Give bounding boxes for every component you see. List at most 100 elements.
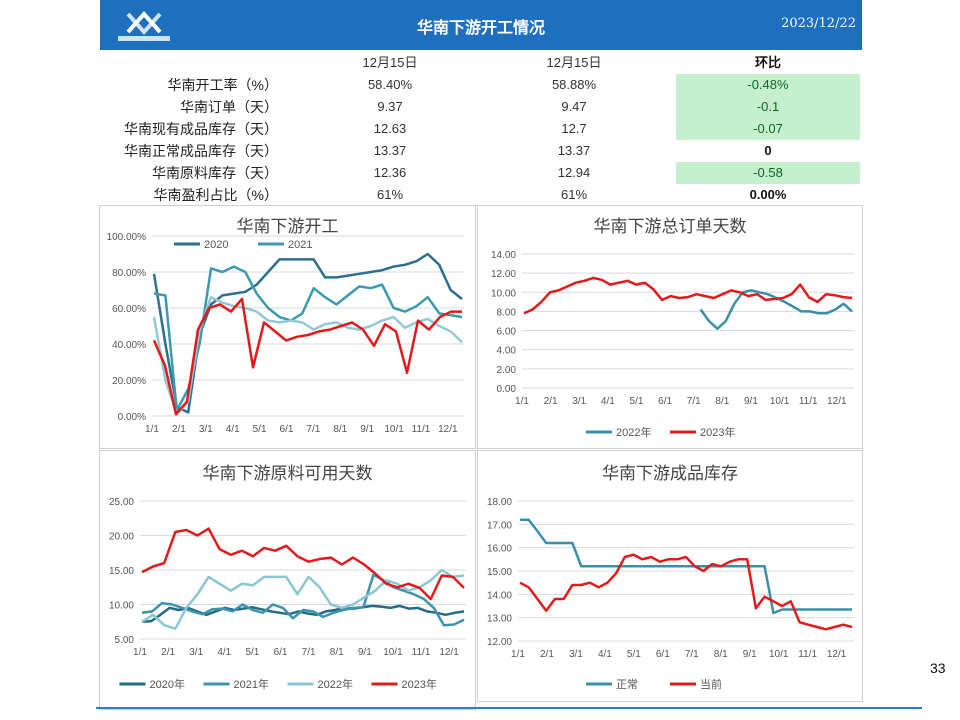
row-value-1: 61% [376, 187, 404, 202]
x-tick-label: 11/1 [799, 396, 818, 407]
series-line [152, 297, 462, 416]
series-line [152, 295, 463, 416]
x-tick-label: 8/1 [333, 424, 347, 435]
x-tick-label: 8/1 [330, 647, 344, 658]
legend-label: 2021年 [234, 677, 269, 691]
legend-label: 2022年 [616, 425, 651, 439]
x-tick-label: 12/1 [438, 424, 458, 435]
y-tick-label: 25.00 [109, 497, 134, 508]
y-tick-label: 60.00% [112, 304, 146, 315]
row-value-1: 9.37 [377, 99, 403, 114]
legend-label: 2022年 [318, 677, 353, 691]
x-tick-label: 12/1 [439, 647, 459, 658]
legend-label: 2023年 [700, 425, 735, 439]
y-tick-label: 15.00 [487, 567, 512, 578]
series-line [699, 289, 853, 330]
chart-panel-order-days: 华南下游总订单天数 0.00 2.00 4.00 6.00 8.00 10.00 12.00 1… [477, 205, 863, 449]
legend-label: 当前 [700, 677, 722, 691]
row-label: 华南盈利占比（%） [153, 187, 278, 203]
table-row: 华南正常成品库存（天） 13.37 13.37 0 [100, 140, 862, 162]
x-tick-label: 9/1 [744, 396, 758, 407]
row-label: 华南原料库存（天） [152, 165, 278, 181]
series-line [153, 265, 463, 412]
legend-label: 2020 [204, 239, 228, 251]
x-tick-label: 1/1 [511, 649, 525, 660]
row-value-2: 58.88% [551, 77, 597, 92]
x-tick-label: 6/1 [280, 424, 294, 435]
series-line [141, 527, 465, 601]
row-value-1: 13.37 [373, 143, 407, 158]
row-change: -0.48% [676, 74, 860, 96]
row-value-2: 13.37 [557, 143, 591, 158]
x-tick-label: 3/1 [572, 396, 586, 407]
x-tick-label: 10/1 [384, 424, 404, 435]
x-tick-label: 11/1 [798, 649, 817, 660]
x-tick-label: 4/1 [226, 424, 240, 435]
y-tick-label: 17.00 [487, 520, 512, 531]
legend-label: 2023年 [402, 677, 437, 691]
row-label: 华南现有成品库存（天） [124, 121, 278, 137]
x-tick-label: 9/1 [358, 647, 372, 658]
x-tick-label: 6/1 [656, 649, 670, 660]
x-tick-label: 10/1 [770, 396, 790, 407]
x-tick-label: 8/1 [715, 396, 729, 407]
x-tick-label: 5/1 [630, 396, 644, 407]
row-label: 华南正常成品库存（天） [124, 143, 278, 159]
x-tick-label: 4/1 [217, 647, 231, 658]
x-tick-label: 2/1 [544, 396, 558, 407]
row-change: 0.00% [749, 187, 787, 202]
y-tick-label: 14.00 [491, 250, 516, 261]
x-tick-label: 11/1 [412, 424, 431, 435]
chart-title: 华南下游原料可用天数 [203, 464, 373, 484]
series-line [141, 568, 465, 630]
company-logo-icon [118, 10, 170, 41]
x-tick-label: 2/1 [172, 424, 186, 435]
chart-panel-material-days: 华南下游原料可用天数 5.00 10.00 15.00 20.00 25.00 1/1 2/1… [99, 450, 476, 710]
table-row: 华南开工率（%） 58.40% 58.88% -0.48% [100, 74, 862, 96]
legend-label: 2021 [288, 239, 312, 251]
column-header: 12月15日 [362, 55, 418, 70]
series-line [523, 276, 853, 315]
row-value-1: 12.63 [373, 121, 407, 136]
series-line [141, 573, 465, 627]
y-tick-label: 40.00% [112, 340, 146, 351]
table-row: 华南原料库存（天） 12.36 12.94 -0.58 [100, 162, 862, 184]
row-value-2: 12.94 [557, 165, 591, 180]
x-tick-label: 5/1 [245, 647, 259, 658]
x-tick-label: 2/1 [540, 649, 554, 660]
operating-rate-chart: 华南下游开工 0.00% 20.00% 40.00% 60.00% 80.00% 100.0… [107, 217, 464, 435]
series-line [141, 604, 465, 624]
legend-label: 2020年 [150, 677, 185, 691]
y-tick-label: 10.00 [109, 601, 134, 612]
x-tick-label: 9/1 [743, 649, 757, 660]
page-number: 33 [930, 660, 946, 676]
row-label: 华南订单（天） [180, 99, 278, 115]
y-tick-label: 2.00 [497, 365, 517, 376]
x-tick-label: 1/1 [133, 647, 147, 658]
row-value-2: 61% [560, 187, 588, 202]
x-tick-label: 3/1 [199, 424, 213, 435]
chart-title: 华南下游开工 [237, 217, 339, 237]
y-tick-label: 16.00 [487, 544, 512, 555]
y-tick-label: 0.00% [118, 412, 146, 423]
x-tick-label: 6/1 [658, 396, 672, 407]
column-header: 12月15日 [546, 55, 602, 70]
series-line [152, 252, 463, 414]
y-tick-label: 4.00 [497, 346, 517, 357]
x-tick-label: 7/1 [302, 647, 316, 658]
report-date: 2023/12/22 [781, 16, 856, 31]
row-value-2: 9.47 [561, 99, 587, 114]
x-tick-label: 11/1 [412, 647, 431, 658]
y-tick-label: 5.00 [115, 635, 135, 646]
x-tick-label: 7/1 [687, 396, 701, 407]
y-tick-label: 13.00 [487, 614, 512, 625]
y-tick-label: 12.00 [487, 637, 512, 648]
table-row: 华南订单（天） 9.37 9.47 -0.1 [100, 96, 862, 118]
row-change: -0.58 [676, 162, 860, 184]
chart-panel-finished-inventory: 华南下游成品库存 12.00 13.00 14.00 15.00 16.00 17.00 18… [477, 450, 863, 702]
x-tick-label: 9/1 [360, 424, 374, 435]
x-tick-label: 5/1 [627, 649, 641, 660]
table-row: 华南盈利占比（%） 61% 61% 0.00% [100, 184, 862, 206]
x-tick-label: 7/1 [685, 649, 699, 660]
finished-inventory-chart: 华南下游成品库存 12.00 13.00 14.00 15.00 16.00 17.00 18… [487, 464, 854, 691]
